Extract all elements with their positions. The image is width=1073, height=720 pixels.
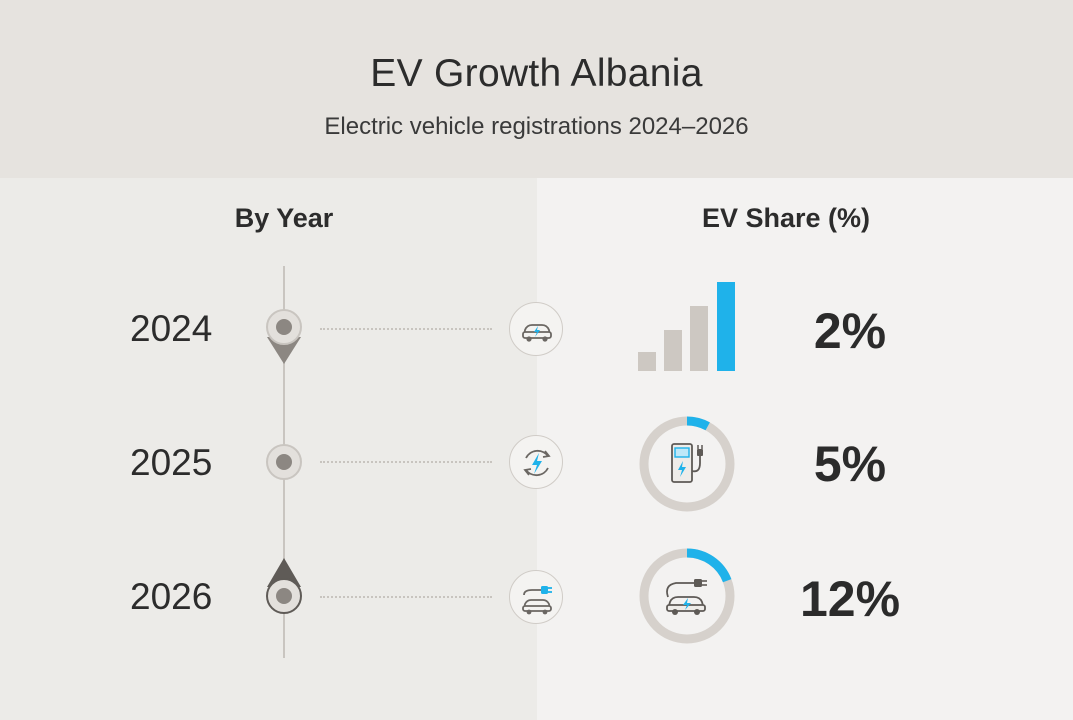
map-pin-down-icon xyxy=(266,309,302,364)
page-subtitle: Electric vehicle registrations 2024–2026 xyxy=(324,113,749,140)
header-band xyxy=(0,0,1073,178)
share-value-2026: 12% xyxy=(799,571,901,627)
year-label-2025: 2025 xyxy=(130,442,213,483)
electric-car-icon xyxy=(509,302,563,356)
year-label-2024: 2024 xyxy=(130,308,213,349)
connector-line xyxy=(320,328,492,330)
connector-line xyxy=(320,461,492,463)
map-pin-up-icon xyxy=(266,558,302,614)
share-arc-2026 xyxy=(686,548,732,583)
share-arc-2025 xyxy=(686,416,710,431)
year-label-2026: 2026 xyxy=(130,576,213,617)
ev-share-heading: EV Share (%) xyxy=(701,203,871,233)
plug-car-icon xyxy=(639,548,735,644)
share-value-2024: 2% xyxy=(813,303,887,359)
connector-line xyxy=(320,596,492,598)
share-value-2025: 5% xyxy=(813,436,887,492)
charging-station-icon xyxy=(639,416,735,512)
page-title: EV Growth Albania xyxy=(370,52,703,95)
timeline-dot-icon xyxy=(266,444,302,480)
plug-in-car-icon xyxy=(509,570,563,624)
charging-cycle-icon xyxy=(509,435,563,489)
right-panel xyxy=(537,178,1073,720)
by-year-heading: By Year xyxy=(234,203,334,233)
signal-bars-icon xyxy=(638,282,735,371)
left-panel xyxy=(0,178,537,720)
